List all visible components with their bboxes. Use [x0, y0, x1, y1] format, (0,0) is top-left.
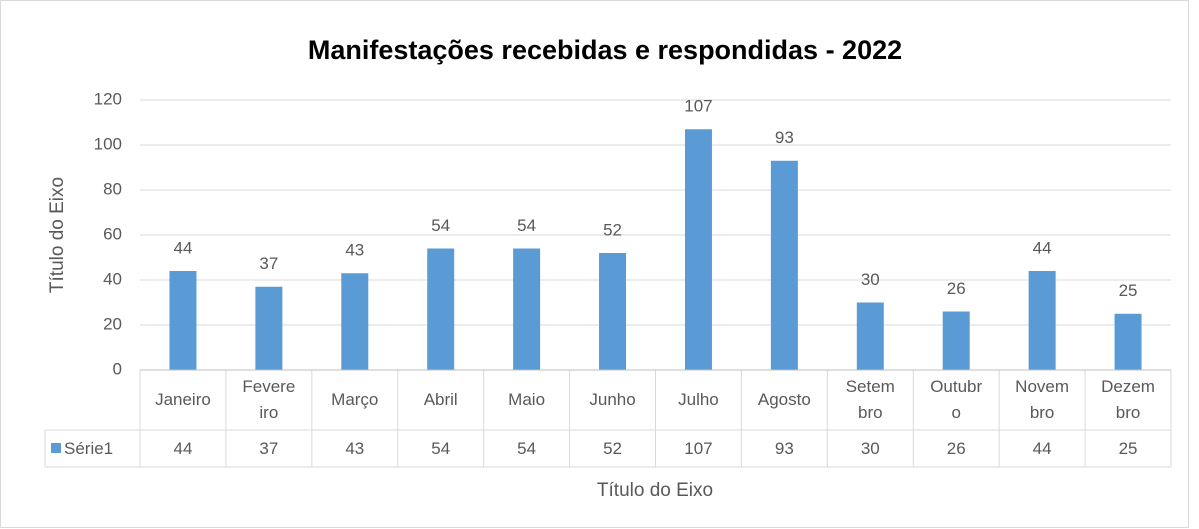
bar	[770, 160, 798, 370]
data-label: 37	[259, 254, 278, 273]
data-label: 54	[517, 216, 536, 235]
data-label: 30	[861, 270, 880, 289]
table-value: 43	[345, 439, 364, 458]
table-value: 54	[517, 439, 536, 458]
x-tick-cell: Fevereiro	[242, 377, 296, 422]
x-tick-cell: Julho	[678, 390, 719, 409]
data-label: 52	[603, 220, 622, 239]
table-value: 93	[775, 439, 794, 458]
y-tick-label: 0	[113, 359, 122, 378]
y-tick-label: 80	[103, 179, 122, 198]
table-value: 25	[1119, 439, 1138, 458]
x-tick-label: Setembro	[845, 377, 895, 422]
bar	[599, 253, 627, 370]
x-tick-cell: Agosto	[757, 390, 811, 409]
data-label: 44	[1033, 238, 1052, 257]
data-label: 25	[1119, 281, 1138, 300]
x-tick-label: Maio	[508, 390, 546, 409]
x-tick-cell: Novembro	[1015, 377, 1070, 422]
x-tick-label: Fevereiro	[242, 377, 296, 422]
table-value: 26	[947, 439, 966, 458]
y-tick-label: 60	[103, 224, 122, 243]
table-value: 44	[173, 439, 192, 458]
x-tick-cell: Maio	[508, 390, 546, 409]
table-value: 44	[1033, 439, 1052, 458]
bar	[1114, 313, 1142, 370]
bar	[341, 273, 369, 370]
x-tick-label: Outubro	[930, 377, 983, 422]
x-tick-cell: Outubro	[930, 377, 983, 422]
data-label: 26	[947, 279, 966, 298]
bar	[1028, 271, 1056, 370]
legend-label: Série1	[64, 439, 113, 458]
bar	[427, 248, 455, 370]
x-tick-cell: Janeiro	[155, 390, 211, 409]
y-tick-label: 40	[103, 269, 122, 288]
data-label: 54	[431, 216, 450, 235]
legend-key	[51, 443, 61, 453]
y-tick-label: 120	[94, 89, 122, 108]
bar	[169, 271, 197, 370]
x-tick-label: Abril	[423, 390, 458, 409]
bar	[255, 286, 283, 370]
bar	[684, 129, 712, 370]
y-tick-label: 100	[94, 134, 122, 153]
bar	[942, 311, 970, 370]
x-tick-label: Dezembro	[1101, 377, 1155, 422]
table-value: 30	[861, 439, 880, 458]
table-value: 52	[603, 439, 622, 458]
table-value: 107	[684, 439, 712, 458]
bar	[513, 248, 541, 370]
x-tick-label: Junho	[589, 390, 636, 409]
data-label: 107	[684, 97, 712, 116]
chart-title: Manifestações recebidas e respondidas - …	[308, 35, 902, 65]
x-tick-label: Novembro	[1015, 377, 1070, 422]
x-tick-label: Janeiro	[155, 390, 211, 409]
x-tick-label: Agosto	[757, 390, 811, 409]
x-tick-label: Julho	[678, 390, 719, 409]
x-tick-cell: Junho	[589, 390, 636, 409]
x-tick-cell: Dezembro	[1101, 377, 1155, 422]
bar	[856, 302, 884, 370]
x-tick-cell: Setembro	[845, 377, 895, 422]
x-tick-cell: Março	[331, 390, 379, 409]
y-axis-title: Título do Eixo	[47, 177, 68, 293]
y-tick-label: 20	[103, 314, 122, 333]
x-tick-label: Março	[331, 390, 379, 409]
table-value: 37	[259, 439, 278, 458]
x-tick-cell: Abril	[423, 390, 458, 409]
x-axis-title: Título do Eixo	[597, 480, 713, 501]
data-label: 43	[345, 241, 364, 260]
table-value: 54	[431, 439, 450, 458]
data-label: 44	[173, 238, 192, 257]
data-label: 93	[775, 128, 794, 147]
